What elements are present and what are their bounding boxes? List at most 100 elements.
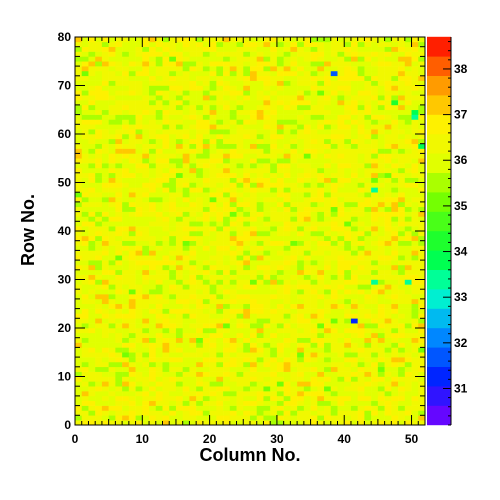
heatmap-cell <box>411 70 419 77</box>
heatmap-cell <box>169 352 177 358</box>
heatmap-cell <box>364 129 372 135</box>
heatmap-cell <box>377 357 385 363</box>
heatmap-cell <box>189 376 197 382</box>
heatmap-cell <box>122 197 130 203</box>
heatmap-cell <box>175 138 183 144</box>
heatmap-cell <box>243 36 251 43</box>
heatmap-cell <box>229 114 237 120</box>
heatmap-cell <box>391 158 399 164</box>
heatmap-cell <box>128 381 136 387</box>
heatmap-cell <box>149 264 157 271</box>
heatmap-cell <box>270 376 278 382</box>
heatmap-cell <box>128 114 136 120</box>
heatmap-cell <box>182 294 190 300</box>
heatmap-cell <box>256 376 264 382</box>
heatmap-cell <box>189 66 197 72</box>
heatmap-cell <box>243 61 251 67</box>
heatmap-cell <box>88 75 96 81</box>
heatmap-cell <box>202 133 210 140</box>
heatmap-cell <box>81 294 89 300</box>
heatmap-cell <box>223 371 231 377</box>
heatmap-cell <box>303 313 311 319</box>
heatmap-cell <box>263 192 271 198</box>
heatmap-cell <box>209 187 217 193</box>
heatmap-cell <box>270 36 278 43</box>
heatmap-cell <box>249 197 258 203</box>
heatmap-cell <box>74 284 83 290</box>
heatmap-cell <box>115 143 123 149</box>
heatmap-cell <box>290 332 298 338</box>
heatmap-cell <box>175 211 183 217</box>
heatmap-cell <box>243 41 251 47</box>
heatmap-cell <box>189 298 197 305</box>
heatmap-cell <box>202 163 210 169</box>
heatmap-cell <box>344 66 352 72</box>
heatmap-cell <box>357 274 365 280</box>
heatmap-cell <box>303 163 311 169</box>
heatmap-cell <box>196 245 204 251</box>
heatmap-cell <box>115 255 123 261</box>
heatmap-cell <box>202 260 210 266</box>
heatmap-cell <box>330 90 338 96</box>
heatmap-cell <box>223 119 231 125</box>
heatmap-cell <box>391 327 399 334</box>
heatmap-cell <box>263 366 271 372</box>
heatmap-cell <box>196 308 204 314</box>
heatmap-cell <box>364 303 372 309</box>
heatmap-cell <box>223 294 231 300</box>
heatmap-cell <box>303 85 311 91</box>
heatmap-cell <box>81 269 89 275</box>
colorbar-tick-label: 38 <box>454 62 468 76</box>
heatmap-cell <box>418 347 426 353</box>
heatmap-cell <box>95 284 103 290</box>
heatmap-cell <box>209 420 217 426</box>
heatmap-cell <box>317 201 325 208</box>
heatmap-cell <box>317 177 325 183</box>
heatmap-cell <box>223 216 231 222</box>
heatmap-cell <box>122 56 130 62</box>
heatmap-cell <box>216 133 224 140</box>
heatmap-cell <box>330 376 338 382</box>
heatmap-cell <box>135 153 143 159</box>
heatmap-cell <box>290 405 298 411</box>
heatmap-cell <box>149 318 157 324</box>
heatmap-cell <box>418 279 426 285</box>
heatmap-cell <box>330 391 338 397</box>
heatmap-cell <box>196 289 204 295</box>
heatmap-cell <box>391 177 399 183</box>
heatmap-cell <box>243 361 251 368</box>
heatmap-cell <box>101 245 109 251</box>
heatmap-cell <box>115 148 123 154</box>
heatmap-cell <box>249 158 258 164</box>
heatmap-cell <box>391 415 399 421</box>
heatmap-cell <box>209 337 217 343</box>
heatmap-cell <box>88 109 96 115</box>
heatmap-cell <box>404 313 412 319</box>
heatmap-cell <box>303 75 311 81</box>
heatmap-cell <box>324 381 332 387</box>
heatmap-cell <box>115 279 123 285</box>
heatmap-cell <box>377 36 385 43</box>
heatmap-cell <box>404 342 412 348</box>
heatmap-cell <box>216 143 224 149</box>
heatmap-cell <box>384 289 392 295</box>
heatmap-cell <box>223 138 231 144</box>
heatmap-cell <box>276 400 284 406</box>
heatmap-cell <box>411 376 419 382</box>
heatmap-cell <box>364 192 372 198</box>
heatmap-cell <box>276 386 284 392</box>
heatmap-cell <box>364 85 372 91</box>
heatmap-cell <box>115 46 123 52</box>
heatmap-cell <box>283 245 291 251</box>
heatmap-cell <box>175 332 183 338</box>
heatmap-cell <box>236 206 244 212</box>
heatmap-cell <box>344 114 352 120</box>
heatmap-cell <box>290 66 298 72</box>
heatmap-cell <box>223 230 231 237</box>
heatmap-cell <box>223 255 231 261</box>
heatmap-cell <box>169 61 177 67</box>
heatmap-cell <box>377 245 385 251</box>
heatmap-cell <box>162 395 170 402</box>
heatmap-cell <box>377 235 385 241</box>
x-tick-label: 10 <box>136 432 150 446</box>
